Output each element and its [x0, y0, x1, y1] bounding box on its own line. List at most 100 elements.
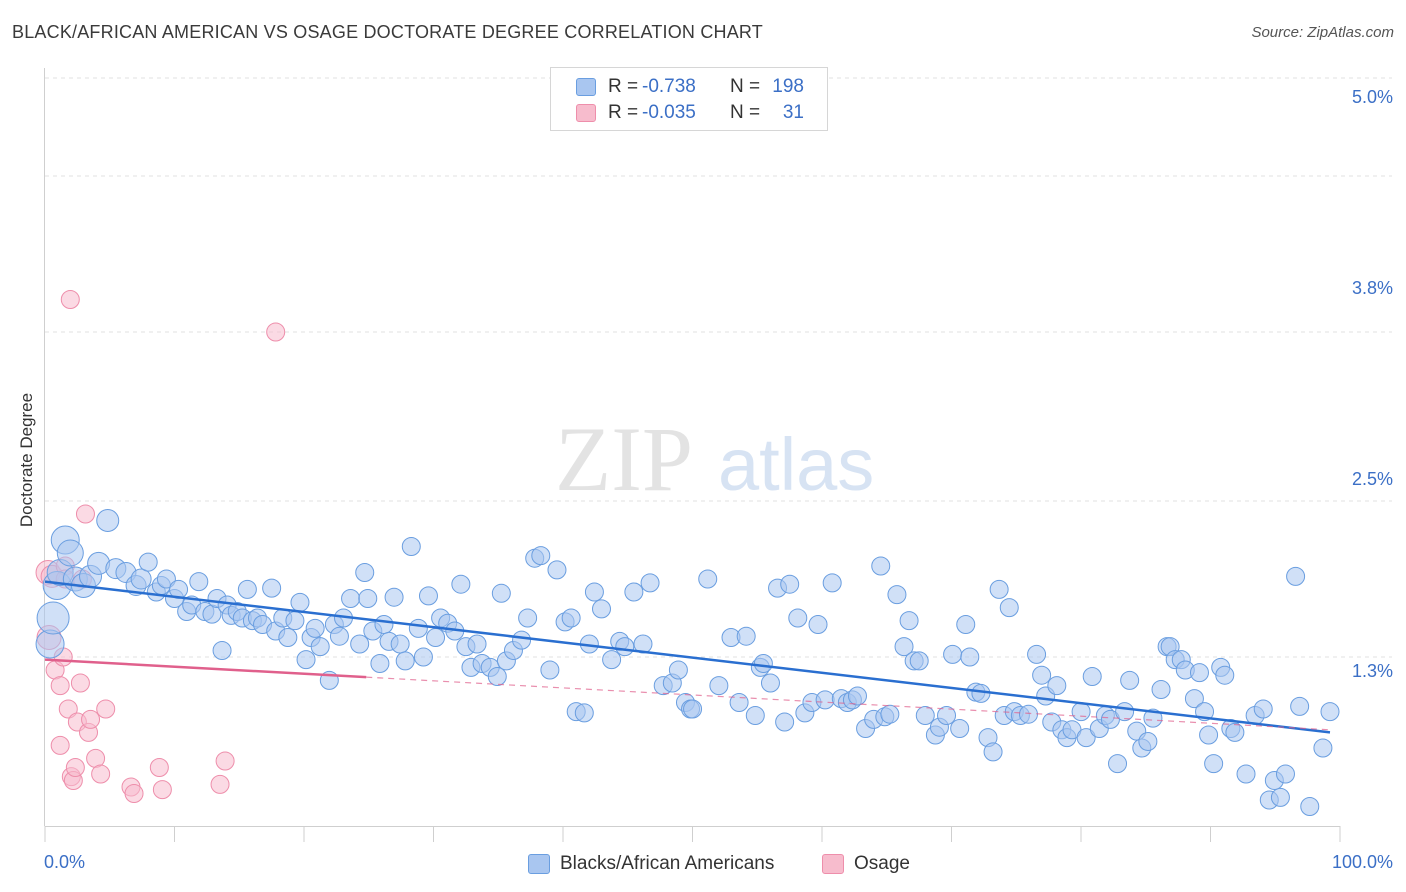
- data-point: [624, 582, 644, 602]
- data-point: [310, 637, 330, 657]
- data-point: [1027, 644, 1047, 664]
- bottom-legend-swatch-osage: [822, 854, 844, 874]
- data-point: [215, 751, 235, 771]
- data-point: [1286, 566, 1306, 586]
- data-point: [531, 546, 551, 566]
- data-point: [887, 585, 907, 605]
- y-tick-label: 3.8%: [1351, 278, 1393, 298]
- data-point: [237, 579, 257, 599]
- trendlines: [44, 580, 1331, 734]
- legend-n-label: N =: [730, 102, 761, 123]
- legend-r-value: -0.035: [642, 102, 696, 123]
- data-point: [775, 712, 795, 732]
- data-point: [950, 719, 970, 738]
- legend-r-label: R =: [608, 102, 639, 123]
- data-point: [212, 641, 232, 660]
- data-point: [56, 539, 84, 567]
- data-point: [290, 592, 310, 612]
- data-point: [956, 615, 976, 634]
- data-point: [729, 693, 749, 712]
- data-point: [1313, 738, 1333, 758]
- data-point: [266, 322, 286, 342]
- black-trendline: [44, 580, 1331, 734]
- data-point: [401, 537, 421, 556]
- data-point: [124, 784, 144, 803]
- data-point: [296, 650, 316, 670]
- data-point: [262, 578, 282, 598]
- legend-r-value: -0.738: [642, 76, 696, 97]
- data-point: [989, 579, 1009, 599]
- data-point: [871, 556, 891, 576]
- data-point: [1215, 665, 1235, 685]
- bottom-legend-swatch-black: [528, 854, 550, 874]
- data-point: [152, 780, 172, 800]
- data-point: [81, 709, 101, 729]
- data-point: [358, 589, 378, 608]
- data-point: [561, 608, 581, 628]
- data-point: [341, 589, 361, 608]
- y-tick-label: 1.3%: [1351, 661, 1393, 681]
- data-point: [880, 704, 900, 724]
- gridlines: [45, 77, 1392, 658]
- data-point: [847, 686, 867, 706]
- bottom-legend-black: Blacks/African Americans: [528, 852, 774, 876]
- osage-trendline-dashed: [366, 676, 1331, 731]
- data-point: [1253, 699, 1273, 719]
- legend-n-value: 31: [782, 102, 804, 123]
- data-point: [574, 703, 594, 723]
- data-point: [467, 634, 487, 654]
- data-point: [189, 572, 209, 592]
- chart-title: BLACK/AFRICAN AMERICAN VS OSAGE DOCTORAT…: [12, 22, 763, 42]
- data-point: [408, 618, 428, 638]
- data-point: [156, 569, 176, 589]
- data-point: [540, 660, 560, 680]
- bottom-legend-label-black: Blacks/African Americans: [560, 853, 775, 874]
- data-point: [350, 634, 370, 654]
- data-point: [668, 660, 688, 680]
- data-point: [745, 706, 765, 725]
- data-point: [285, 611, 305, 631]
- watermark-zip: ZIP: [555, 408, 693, 510]
- data-point: [413, 647, 433, 667]
- data-point: [1184, 689, 1204, 709]
- data-point: [395, 651, 415, 671]
- legend-r-label: R =: [608, 76, 639, 97]
- bottom-legend-label-osage: Osage: [854, 853, 910, 874]
- data-point: [305, 618, 325, 638]
- data-point: [96, 509, 120, 532]
- data-point: [1032, 665, 1052, 685]
- data-point: [426, 628, 446, 647]
- data-point: [937, 706, 957, 725]
- data-point: [1076, 728, 1096, 748]
- data-point: [487, 667, 507, 686]
- data-point: [370, 654, 390, 673]
- data-point: [390, 634, 410, 654]
- data-point: [451, 574, 471, 594]
- data-point: [1225, 722, 1245, 742]
- data-point: [75, 504, 95, 524]
- y-tick-label: 2.5%: [1351, 469, 1393, 489]
- data-point: [1138, 732, 1158, 751]
- legend-n-value: 198: [772, 76, 804, 97]
- osage-trendline-solid: [44, 658, 367, 679]
- data-point: [894, 637, 914, 657]
- data-point: [698, 569, 718, 589]
- data-point: [584, 582, 604, 602]
- data-point: [1204, 754, 1224, 774]
- data-point: [760, 673, 780, 693]
- legend-n-label: N =: [730, 76, 761, 97]
- data-point: [1143, 708, 1163, 728]
- data-point: [91, 764, 111, 784]
- data-point: [1082, 667, 1102, 686]
- data-point: [355, 563, 375, 582]
- data-point: [518, 608, 538, 628]
- data-point: [1120, 670, 1140, 690]
- data-point: [70, 673, 90, 693]
- data-point: [210, 774, 230, 794]
- data-point: [602, 650, 622, 670]
- data-point: [943, 644, 963, 664]
- data-point: [36, 601, 70, 635]
- data-point: [1108, 754, 1128, 774]
- data-point: [999, 598, 1019, 618]
- x-tick-label: 100.0%: [1331, 852, 1393, 872]
